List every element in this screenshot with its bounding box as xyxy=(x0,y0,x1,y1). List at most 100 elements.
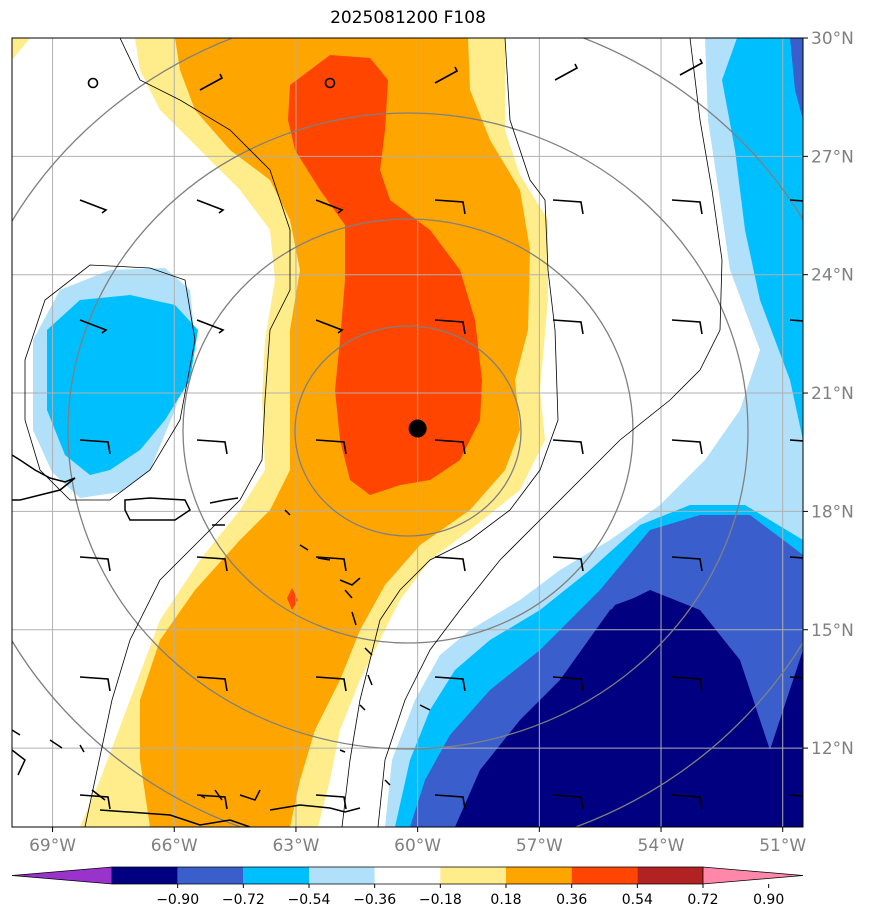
wind-barb xyxy=(552,676,584,692)
coast-hispaniola xyxy=(12,454,76,501)
wind-barb xyxy=(79,319,108,334)
wind-barb xyxy=(79,676,111,692)
wind-barb xyxy=(196,199,225,214)
coast-lesser-antilles xyxy=(284,509,373,753)
coast-barbados xyxy=(384,704,431,786)
thin-contours xyxy=(24,38,723,827)
wind-barb xyxy=(434,556,466,572)
wind-barb xyxy=(434,66,459,84)
colorbar-segment xyxy=(506,867,572,884)
wind-barb xyxy=(434,439,466,455)
wind-barb xyxy=(434,199,466,215)
lat-tick-label: 15°N xyxy=(811,621,854,641)
lon-tick-label: 60°W xyxy=(394,836,441,856)
wind-barb xyxy=(679,58,704,76)
wind-barb xyxy=(552,556,584,572)
wind-barb xyxy=(196,794,228,810)
wind-barb xyxy=(79,556,111,572)
lat-tick-label: 12°N xyxy=(811,739,854,759)
lon-tick-label: 69°W xyxy=(29,836,76,856)
colorbar-tick-label: −0.72 xyxy=(222,892,265,908)
colorbar-tick-label: 0.72 xyxy=(687,892,718,908)
storm-center-marker xyxy=(408,419,427,438)
wind-barb xyxy=(789,439,803,442)
colorbar: −0.90 −0.72 −0.54 −0.36 −0.18 0.18 0.36 0.54 0.7… xyxy=(11,866,804,908)
lat-tick-label: 24°N xyxy=(811,266,854,286)
coast-puerto-rico xyxy=(124,497,191,521)
wind-barb xyxy=(552,199,584,215)
colorbar-tick-label: 0.18 xyxy=(490,892,521,908)
range-ring-2 xyxy=(182,218,634,644)
wind-barb xyxy=(789,676,803,679)
wind-barb xyxy=(789,794,803,797)
wind-barb xyxy=(315,676,347,692)
range-rings xyxy=(12,38,803,827)
colorbar-segment xyxy=(440,867,506,884)
colorbar-tick-label: −0.18 xyxy=(419,892,462,908)
colorbar-tick-label: −0.36 xyxy=(353,892,396,908)
wind-barb xyxy=(196,439,228,455)
colorbar-tick-label: −0.90 xyxy=(156,892,199,908)
wind-barb xyxy=(434,676,466,692)
wind-barb xyxy=(671,319,703,335)
colorbar-outline xyxy=(112,866,703,885)
colorbar-segment xyxy=(243,867,309,884)
contour-neg-072-core xyxy=(465,592,742,827)
colorbar-tick-label: 0.54 xyxy=(622,892,653,908)
lat-tick-label: 21°N xyxy=(811,384,854,404)
lon-tick-label: 54°W xyxy=(638,836,685,856)
map-title: 2025081200 F108 xyxy=(330,8,486,28)
range-ring-3 xyxy=(67,112,749,750)
wind-barb xyxy=(315,319,344,334)
wind-barb xyxy=(434,319,466,335)
wind-barb xyxy=(196,319,225,334)
lat-tick-label: 18°N xyxy=(811,502,854,522)
map-border xyxy=(11,37,804,828)
wind-barb xyxy=(79,439,111,455)
colorbar-segment xyxy=(637,867,703,884)
colorbar-segment xyxy=(374,867,441,884)
colorbar-extend-high xyxy=(702,866,804,885)
longitude-axis: 69°W 66°W 63°W 60°W 57°W 54°W 51°W xyxy=(29,827,806,856)
calm-wind-marker xyxy=(87,77,99,89)
colorbar-tick-label: 0.36 xyxy=(556,892,587,908)
wind-barb xyxy=(552,439,584,455)
lon-tick-label: 63°W xyxy=(272,836,319,856)
map-canvas xyxy=(12,38,803,827)
wind-barb xyxy=(671,794,703,810)
wind-barb xyxy=(196,556,228,572)
wind-barb xyxy=(79,199,108,214)
wind-barb xyxy=(552,794,584,810)
wind-barb xyxy=(199,73,224,91)
contour-pos-054-small xyxy=(287,588,298,610)
calm-wind-marker xyxy=(324,77,336,89)
lat-tick-label: 30°N xyxy=(811,29,854,49)
coast-virgin-islands xyxy=(209,497,239,526)
lon-tick-label: 66°W xyxy=(151,836,198,856)
wind-barb xyxy=(789,556,803,559)
contour-neg-054 xyxy=(790,38,803,120)
colorbar-tick-label: −0.54 xyxy=(288,892,331,908)
wind-barb xyxy=(315,556,347,572)
colorbar-segment xyxy=(112,867,178,884)
colorbar-tick-label: 0.90 xyxy=(753,892,784,908)
wind-barb xyxy=(671,676,703,692)
wind-barb xyxy=(315,199,344,214)
range-ring-1 xyxy=(294,325,522,537)
wind-barb xyxy=(789,319,803,322)
coastlines xyxy=(12,454,431,827)
lon-tick-label: 57°W xyxy=(516,836,563,856)
lat-tick-label: 27°N xyxy=(811,147,854,167)
wind-barb xyxy=(196,676,228,692)
wind-barb xyxy=(315,794,347,810)
wind-barb xyxy=(434,794,466,810)
coast-south-america xyxy=(12,729,361,813)
colorbar-segment xyxy=(177,867,244,884)
colorbar-segment xyxy=(309,867,375,884)
wind-barb xyxy=(671,439,703,455)
lon-tick-label: 51°W xyxy=(759,836,806,856)
contour-neg-west-036 xyxy=(47,295,198,475)
colorbar-segment xyxy=(571,867,638,884)
wind-barbs xyxy=(79,58,803,810)
